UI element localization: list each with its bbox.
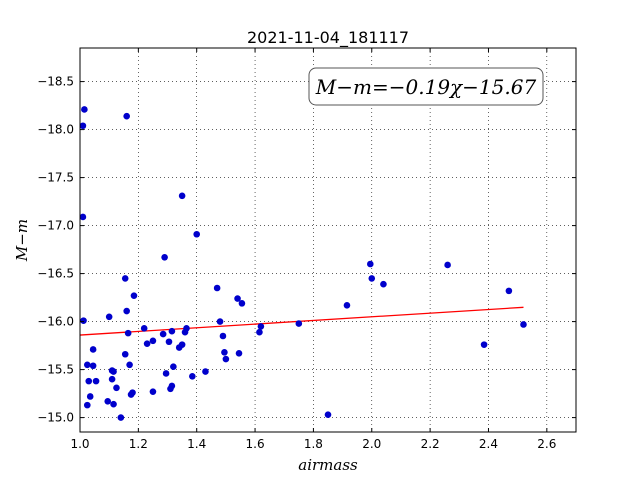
fit-line bbox=[79, 306, 524, 336]
data-point bbox=[520, 321, 527, 328]
data-point bbox=[257, 323, 265, 330]
y-tick-label: −17.0 bbox=[37, 219, 74, 233]
data-point bbox=[202, 368, 209, 375]
data-point bbox=[117, 414, 125, 421]
x-tick-label: 2.0 bbox=[362, 437, 381, 451]
chart-title: 2021-11-04_181117 bbox=[247, 28, 409, 48]
data-point bbox=[123, 112, 130, 120]
data-point bbox=[85, 377, 93, 385]
data-point bbox=[126, 361, 133, 369]
fit-line-layer bbox=[79, 306, 524, 336]
data-point bbox=[343, 301, 351, 309]
data-point bbox=[108, 375, 116, 383]
y-tick-label: −15.0 bbox=[37, 411, 74, 425]
data-point bbox=[104, 397, 112, 405]
data-point bbox=[380, 280, 387, 288]
data-points bbox=[79, 106, 527, 421]
data-point bbox=[505, 287, 513, 295]
data-point bbox=[367, 260, 374, 268]
data-point bbox=[159, 330, 167, 338]
data-point bbox=[113, 384, 120, 392]
data-point bbox=[80, 317, 87, 324]
grid bbox=[79, 48, 576, 432]
data-point bbox=[161, 253, 168, 261]
data-point bbox=[213, 284, 221, 292]
x-tick-label: 1.2 bbox=[129, 437, 148, 451]
annotation-frame bbox=[308, 67, 544, 106]
data-point bbox=[89, 346, 97, 353]
fit-equation-annotation: M−m=−0.19χ−15.67 bbox=[308, 67, 544, 106]
data-point bbox=[86, 393, 94, 400]
data-point bbox=[124, 329, 132, 337]
data-point bbox=[89, 362, 97, 370]
data-point bbox=[165, 338, 173, 346]
data-point bbox=[130, 292, 138, 299]
data-point bbox=[235, 349, 243, 357]
data-point bbox=[123, 307, 130, 315]
data-point bbox=[129, 389, 136, 396]
y-axis-label: M−m bbox=[13, 219, 31, 262]
y-tick-label: −15.5 bbox=[37, 363, 74, 377]
data-point bbox=[81, 106, 88, 113]
data-point bbox=[79, 213, 87, 221]
x-tick-label: 1.4 bbox=[187, 437, 206, 451]
data-point bbox=[121, 350, 129, 358]
x-tick-label: 1.8 bbox=[304, 437, 323, 451]
y-tick-label: −17.5 bbox=[37, 171, 74, 185]
data-point bbox=[193, 230, 201, 238]
data-point bbox=[149, 337, 157, 345]
data-point bbox=[368, 275, 376, 282]
plot-area-frame bbox=[79, 47, 577, 433]
fit-equation-text: M−m=−0.19χ−15.67 bbox=[315, 75, 537, 99]
data-point bbox=[83, 401, 91, 409]
y-tick-label: −18.5 bbox=[37, 75, 74, 89]
data-point bbox=[480, 341, 488, 348]
data-point bbox=[221, 349, 228, 356]
data-point bbox=[219, 332, 227, 340]
data-point bbox=[189, 373, 196, 380]
data-point bbox=[178, 341, 186, 348]
data-point bbox=[170, 363, 177, 371]
data-point bbox=[222, 355, 230, 363]
data-point bbox=[140, 325, 148, 332]
data-point bbox=[238, 300, 246, 307]
data-point bbox=[110, 400, 117, 408]
data-point bbox=[216, 318, 224, 325]
x-tick-label: 2.2 bbox=[421, 437, 440, 451]
data-point bbox=[92, 377, 100, 385]
data-point bbox=[178, 192, 186, 200]
data-point bbox=[149, 388, 157, 395]
data-point bbox=[162, 370, 170, 377]
y-tick-label: −18.0 bbox=[37, 123, 74, 137]
y-tick-label: −16.5 bbox=[37, 267, 74, 281]
data-point bbox=[143, 340, 151, 347]
data-point bbox=[83, 361, 91, 369]
data-point bbox=[79, 122, 87, 130]
data-point bbox=[121, 275, 129, 282]
data-point bbox=[444, 261, 451, 269]
data-point bbox=[234, 295, 241, 302]
data-point bbox=[105, 313, 113, 321]
x-tick-label: 2.6 bbox=[537, 437, 556, 451]
data-point bbox=[108, 367, 116, 374]
data-point bbox=[256, 328, 263, 336]
axis-ticks: 1.0 1.2 1.4 1.6 1.8 2.0 2.2 2.4 2.6 −15.0 −15.5 −16… bbox=[37, 48, 576, 451]
x-tick-label: 1.0 bbox=[70, 437, 89, 451]
data-point bbox=[324, 411, 332, 419]
data-point bbox=[295, 320, 303, 327]
data-point bbox=[183, 325, 190, 332]
y-tick-label: −16.0 bbox=[37, 315, 74, 329]
data-point bbox=[168, 327, 176, 335]
data-point bbox=[168, 382, 176, 390]
x-tick-label: 1.6 bbox=[246, 437, 265, 451]
x-axis-label: airmass bbox=[298, 456, 358, 474]
x-tick-label: 2.4 bbox=[479, 437, 498, 451]
